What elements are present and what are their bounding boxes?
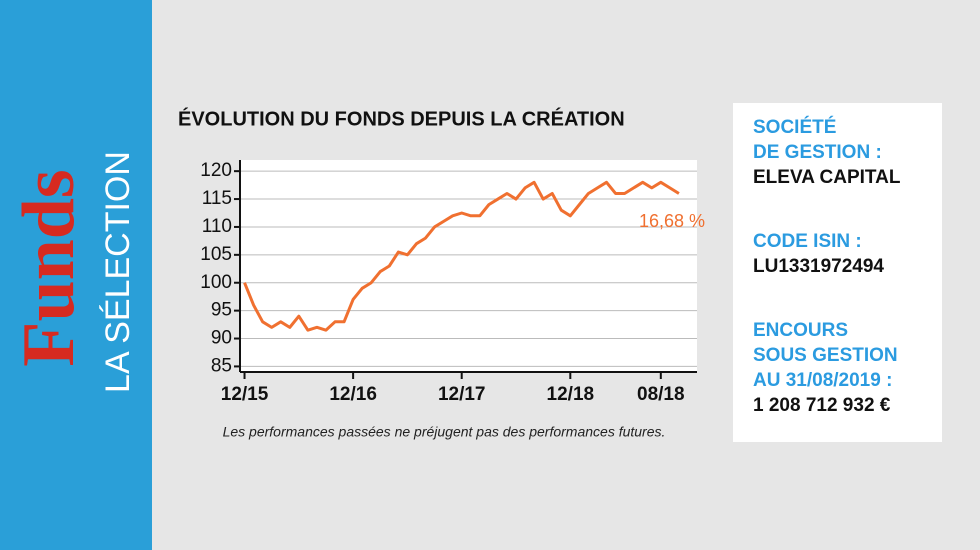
x-tick-label: 12/17 [438, 384, 486, 405]
y-tick-label: 105 [200, 244, 232, 265]
line [243, 180, 680, 332]
y-tick-label: 100 [200, 272, 232, 293]
annotation: 16,68 % [639, 211, 705, 231]
y-tick-label: 85 [211, 355, 232, 376]
x-tick-label: 12/16 [329, 384, 377, 405]
x-tick-label: 08/18 [637, 384, 685, 405]
y-tick-label: 90 [211, 328, 232, 349]
info-label: SOUS GESTION [753, 345, 898, 366]
info-label: ENCOURS [753, 320, 848, 341]
sidebar-subtitle: LA SÉLECTION [99, 151, 137, 393]
info-value: ELEVA CAPITAL [753, 167, 901, 188]
plot-area [240, 160, 697, 372]
sidebar-title: Funds [8, 169, 90, 366]
info-label: SOCIÉTÉ [753, 116, 836, 138]
y-tick-label: 110 [202, 216, 232, 237]
info-panel [733, 103, 942, 442]
info-value: 1 208 712 932 € [753, 395, 891, 416]
sidebar [0, 0, 152, 550]
y-tick-label: 95 [211, 300, 232, 321]
note: Les performances passées ne préjugent pa… [223, 424, 666, 440]
y-tick-label: 115 [202, 188, 232, 209]
y-tick-label: 120 [200, 160, 232, 181]
info-label: DE GESTION : [753, 142, 882, 163]
info-label: AU 31/08/2019 : [753, 370, 892, 391]
chart-title: ÉVOLUTION DU FONDS DEPUIS LA CRÉATION [178, 107, 625, 130]
info-label: CODE ISIN : [753, 231, 862, 252]
x-tick-label: 12/15 [221, 384, 269, 405]
x-tick-label: 12/18 [547, 384, 595, 405]
info-value: LU1331972494 [753, 256, 884, 277]
